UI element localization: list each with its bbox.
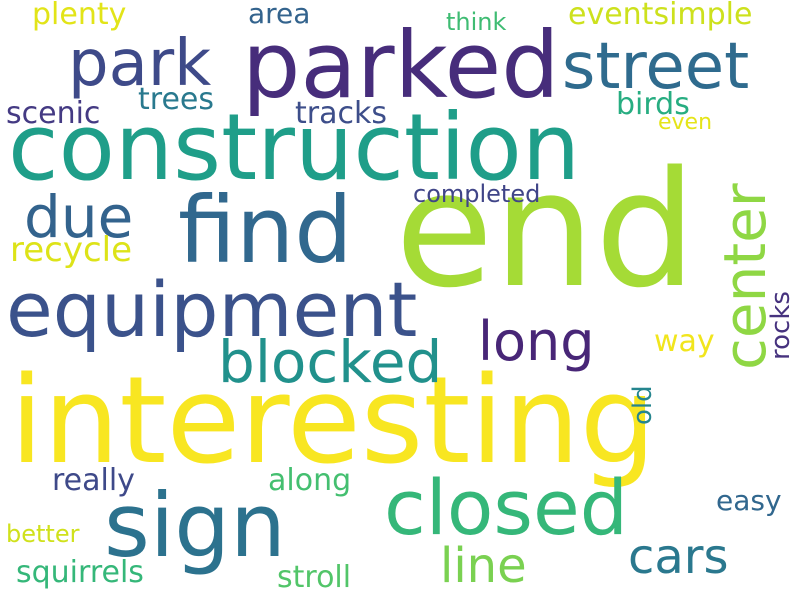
word-street: street bbox=[562, 30, 750, 104]
word-long: long bbox=[478, 310, 595, 373]
word-way: way bbox=[654, 324, 715, 359]
word-trees: trees bbox=[138, 82, 214, 117]
word-better: better bbox=[6, 520, 80, 548]
word-blocked: blocked bbox=[218, 328, 443, 396]
word-cars: cars bbox=[628, 529, 729, 585]
word-area: area bbox=[248, 0, 311, 30]
word-old: old bbox=[628, 385, 658, 425]
word-easy: easy bbox=[716, 484, 782, 517]
word-completed: completed bbox=[413, 180, 541, 208]
word-scenic: scenic bbox=[6, 96, 101, 131]
word-rocks: rocks bbox=[766, 291, 796, 360]
word-think: think bbox=[446, 8, 507, 36]
word-construction: construction bbox=[8, 94, 581, 201]
word-tracks: tracks bbox=[295, 96, 387, 131]
word-really: really bbox=[52, 463, 135, 498]
word-line: line bbox=[440, 538, 527, 594]
word-end: end bbox=[395, 136, 697, 323]
word-parked: parked bbox=[242, 12, 560, 119]
word-sign: sign bbox=[104, 474, 286, 577]
word-closed: closed bbox=[384, 463, 628, 552]
word-equipment: equipment bbox=[6, 265, 418, 354]
word-due: due bbox=[24, 183, 134, 251]
word-plenty: plenty bbox=[32, 0, 127, 32]
word-birds: birds bbox=[616, 87, 690, 122]
word-even: even bbox=[658, 110, 713, 135]
word-park: park bbox=[68, 27, 212, 101]
word-eventsimple: eventsimple bbox=[568, 0, 753, 32]
word-recycle: recycle bbox=[10, 230, 133, 270]
word-stroll: stroll bbox=[277, 560, 352, 595]
word-find: find bbox=[178, 177, 353, 284]
word-interesting: interesting bbox=[10, 352, 656, 491]
word-along: along bbox=[268, 463, 352, 498]
word-squirrels: squirrels bbox=[16, 555, 144, 590]
